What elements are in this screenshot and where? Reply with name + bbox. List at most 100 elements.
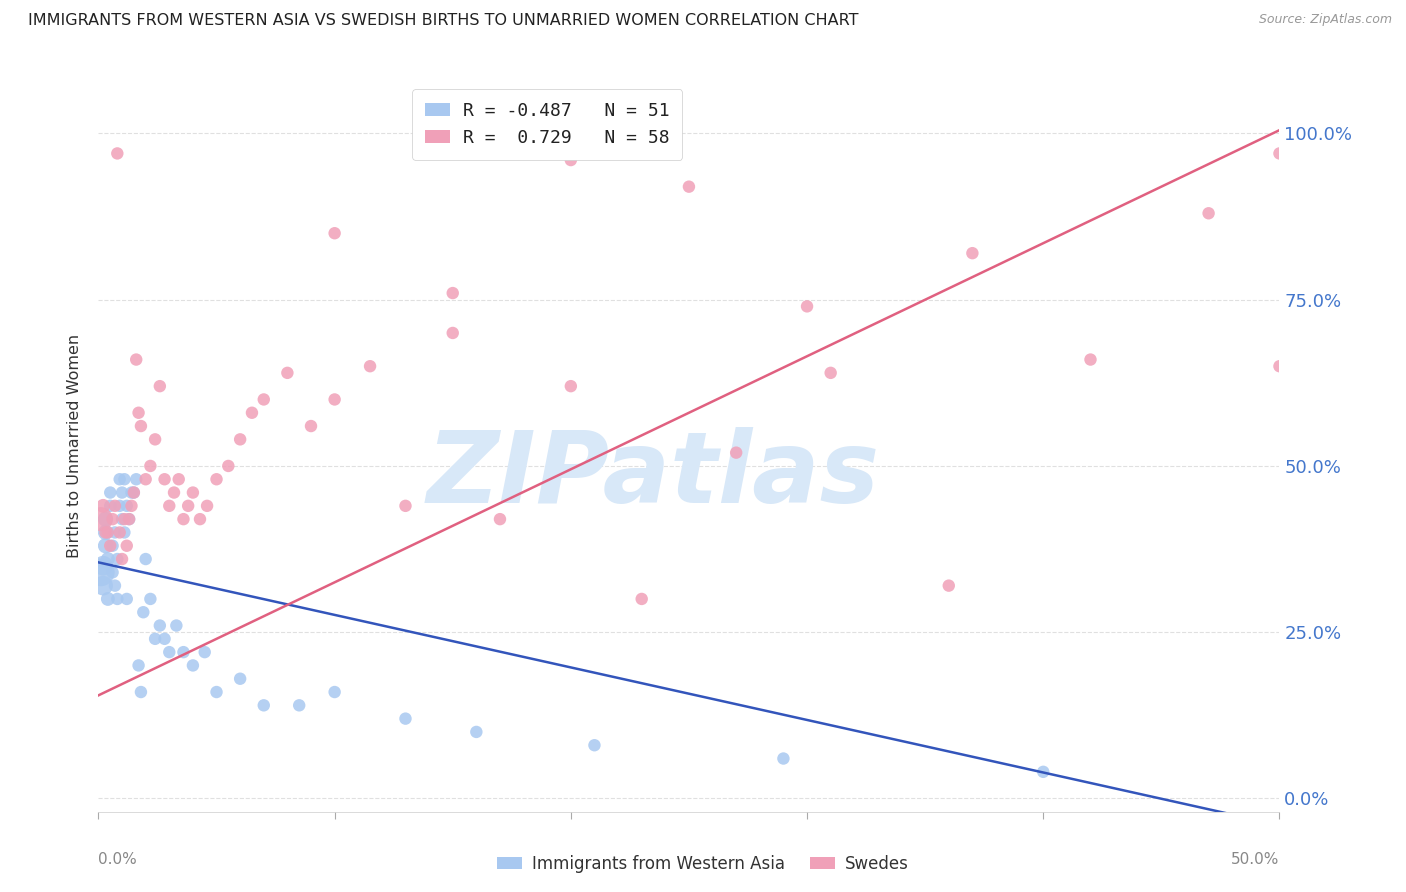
Point <box>105 591 128 606</box>
Text: IMMIGRANTS FROM WESTERN ASIA VS SWEDISH BIRTHS TO UNMARRIED WOMEN CORRELATION CH: IMMIGRANTS FROM WESTERN ASIA VS SWEDISH … <box>28 13 859 29</box>
Point <box>112 512 135 526</box>
Point <box>108 525 131 540</box>
Point <box>181 658 204 673</box>
Point <box>772 751 794 765</box>
Point <box>101 539 124 553</box>
Point <box>122 485 145 500</box>
Point <box>97 525 120 540</box>
Point <box>149 618 172 632</box>
Point <box>359 359 381 374</box>
Point <box>678 179 700 194</box>
Point <box>121 499 143 513</box>
Point <box>108 472 131 486</box>
Point <box>560 153 582 167</box>
Legend: Immigrants from Western Asia, Swedes: Immigrants from Western Asia, Swedes <box>491 848 915 880</box>
Text: 50.0%: 50.0% <box>1232 852 1279 867</box>
Point <box>115 499 138 513</box>
Point <box>630 591 652 606</box>
Point <box>112 525 135 540</box>
Point <box>820 366 842 380</box>
Point <box>796 299 818 313</box>
Point <box>104 579 127 593</box>
Point <box>91 558 114 573</box>
Point <box>153 632 176 646</box>
Point <box>323 685 346 699</box>
Point <box>94 525 117 540</box>
Point <box>167 472 190 486</box>
Point <box>157 645 180 659</box>
Point <box>108 499 131 513</box>
Point <box>98 539 121 553</box>
Point <box>441 326 464 340</box>
Point <box>560 379 582 393</box>
Point <box>90 512 112 526</box>
Point <box>129 419 152 434</box>
Point <box>122 485 145 500</box>
Point <box>121 485 143 500</box>
Point <box>105 146 128 161</box>
Point <box>465 725 488 739</box>
Point <box>135 552 157 566</box>
Point <box>962 246 984 260</box>
Point <box>157 499 180 513</box>
Point <box>94 539 117 553</box>
Point <box>394 712 416 726</box>
Point <box>394 499 416 513</box>
Point <box>125 352 148 367</box>
Point <box>101 512 124 526</box>
Y-axis label: Births to Unmarried Women: Births to Unmarried Women <box>67 334 83 558</box>
Legend: R = -0.487   N = 51, R =  0.729   N = 58: R = -0.487 N = 51, R = 0.729 N = 58 <box>412 89 682 160</box>
Point <box>323 392 346 407</box>
Point <box>938 579 960 593</box>
Point <box>177 499 200 513</box>
Point <box>323 226 346 240</box>
Point <box>118 512 141 526</box>
Point <box>135 472 157 486</box>
Point <box>583 738 606 752</box>
Point <box>153 472 176 486</box>
Point <box>98 485 121 500</box>
Point <box>253 392 276 407</box>
Point <box>94 525 117 540</box>
Text: ZIPatlas: ZIPatlas <box>427 426 880 524</box>
Point <box>1032 764 1054 779</box>
Point <box>149 379 172 393</box>
Point <box>98 499 121 513</box>
Text: Source: ZipAtlas.com: Source: ZipAtlas.com <box>1258 13 1392 27</box>
Point <box>128 658 150 673</box>
Point <box>1268 146 1291 161</box>
Point <box>101 566 124 580</box>
Point <box>240 406 263 420</box>
Point <box>229 433 252 447</box>
Point <box>105 552 128 566</box>
Point <box>489 512 512 526</box>
Text: 0.0%: 0.0% <box>98 852 138 867</box>
Point <box>276 366 298 380</box>
Point <box>128 406 150 420</box>
Point <box>194 645 217 659</box>
Point <box>139 591 162 606</box>
Point <box>139 458 162 473</box>
Point <box>1080 352 1102 367</box>
Point <box>94 512 117 526</box>
Point <box>115 539 138 553</box>
Point <box>97 552 120 566</box>
Point <box>165 618 187 632</box>
Point <box>91 499 114 513</box>
Point <box>181 485 204 500</box>
Point <box>132 605 155 619</box>
Point <box>725 445 748 459</box>
Point <box>97 591 120 606</box>
Point <box>115 591 138 606</box>
Point <box>172 512 194 526</box>
Point <box>172 645 194 659</box>
Point <box>441 286 464 301</box>
Point <box>143 632 166 646</box>
Point <box>229 672 252 686</box>
Point <box>104 525 127 540</box>
Point <box>299 419 322 434</box>
Point <box>288 698 311 713</box>
Point <box>205 685 228 699</box>
Point <box>163 485 186 500</box>
Point <box>91 579 114 593</box>
